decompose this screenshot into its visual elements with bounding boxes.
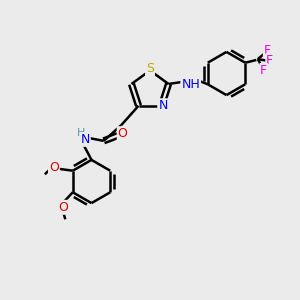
Text: H: H	[77, 128, 86, 138]
Text: N: N	[80, 133, 90, 146]
Text: O: O	[49, 161, 59, 174]
Text: F: F	[266, 54, 273, 67]
Text: O: O	[118, 127, 128, 140]
Text: NH: NH	[182, 78, 200, 91]
Text: S: S	[146, 62, 154, 76]
Text: F: F	[264, 44, 271, 57]
Text: F: F	[260, 64, 267, 77]
Text: O: O	[58, 201, 68, 214]
Text: N: N	[158, 99, 168, 112]
